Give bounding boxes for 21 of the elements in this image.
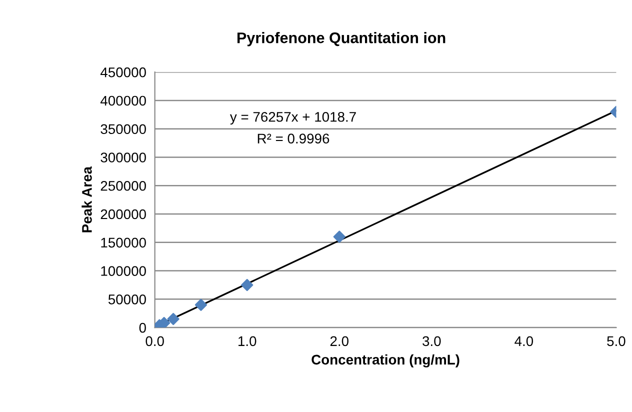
y-tick-label: 100000 [101,266,146,276]
annotation: R² = 0.9996 [258,134,330,144]
x-tick-label: 1.0 [238,336,256,346]
x-tick-label: 2.0 [330,336,348,346]
y-tick-label: 400000 [100,96,146,106]
x-tick-label: 4.0 [514,336,534,346]
y-tick-label: 200000 [100,209,146,220]
y-tick-label: 350000 [100,124,146,134]
y-tick-label: 50000 [108,294,146,304]
annotation: y = 76257x + 1018.7 [230,112,356,125]
y-tick-label: 300000 [100,152,146,162]
y-tick-label: 0 [139,322,146,333]
x-tick-label: 3.0 [422,336,441,346]
y-tick-label: 250000 [100,180,146,191]
x-tick-label: 0.0 [146,336,164,346]
x-axis-title: Concentration (ng/mL) [312,354,460,368]
x-tick-label: 5.0 [607,336,626,346]
y-tick-label: 150000 [101,238,146,248]
y-tick-label: 450000 [100,67,146,78]
y-axis-title: Peak Area [82,166,92,232]
chart-title: Pyriofenone Quantitation ion [237,32,446,46]
